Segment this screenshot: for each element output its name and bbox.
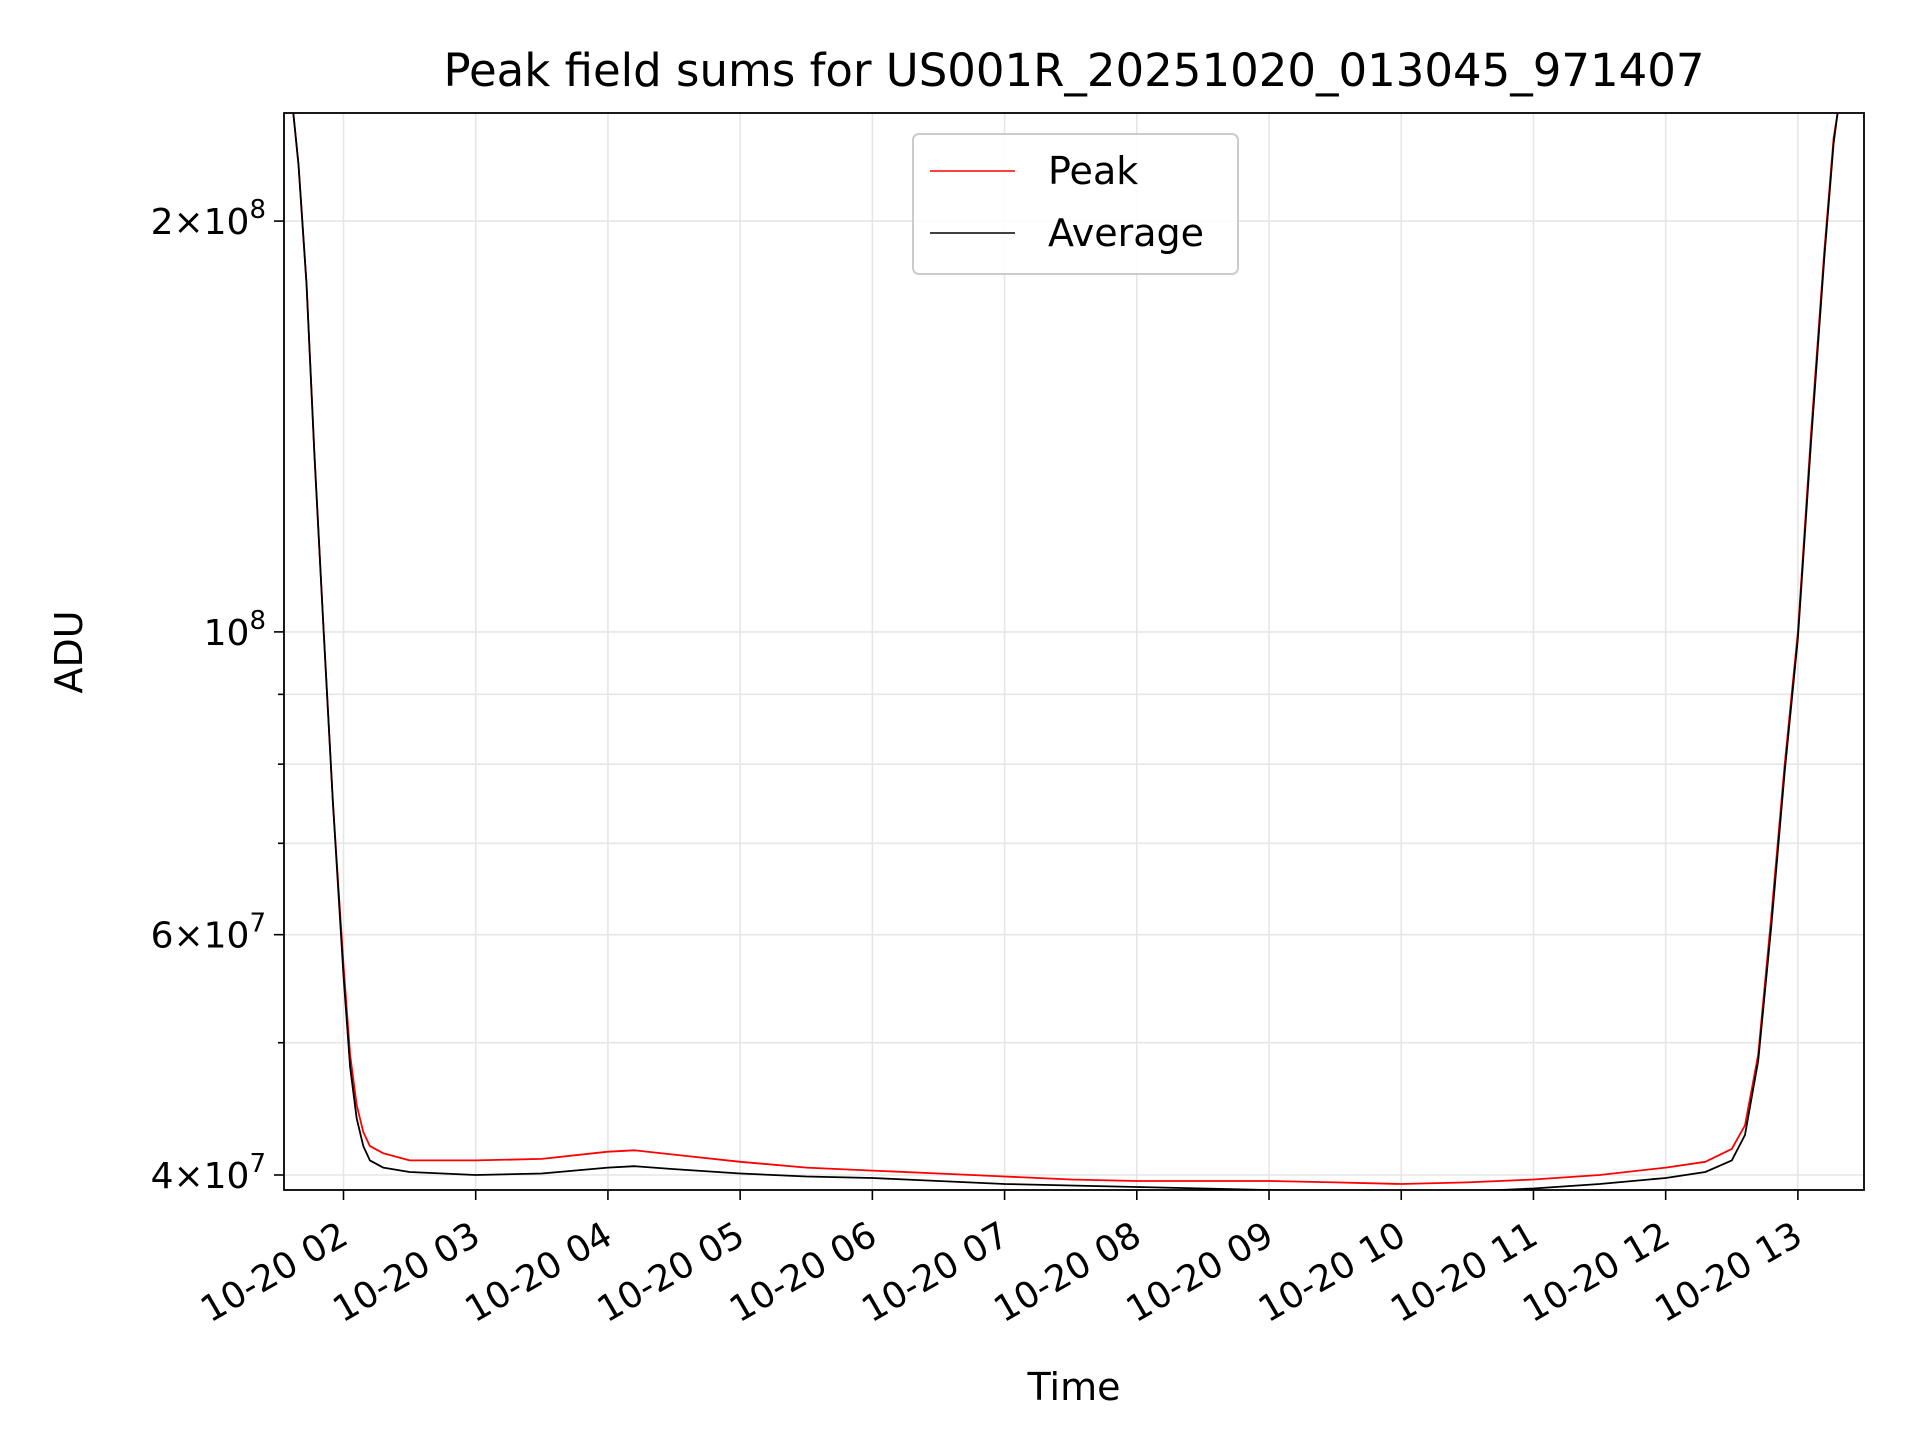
legend-peak-label: Peak bbox=[1048, 149, 1138, 193]
series-line-peak bbox=[292, 113, 1839, 1185]
legend: Peak Average bbox=[912, 133, 1239, 275]
series-line-average bbox=[292, 113, 1839, 1190]
legend-average-label: Average bbox=[1048, 211, 1204, 255]
plot-frame bbox=[283, 112, 1865, 1191]
x-axis-label: Time bbox=[1027, 1365, 1121, 1409]
y-tick-label: 4×107 bbox=[151, 1149, 266, 1197]
y-tick-label: 6×107 bbox=[151, 909, 266, 957]
grid bbox=[284, 113, 1864, 1190]
y-tick-label: 108 bbox=[204, 606, 266, 654]
legend-box bbox=[912, 133, 1239, 275]
y-axis-label: ADU bbox=[47, 610, 91, 693]
chart-title: Peak field sums for US001R_20251020_0130… bbox=[443, 44, 1704, 97]
y-tick-label: 2×108 bbox=[151, 195, 266, 243]
series-layer bbox=[292, 113, 1839, 1190]
